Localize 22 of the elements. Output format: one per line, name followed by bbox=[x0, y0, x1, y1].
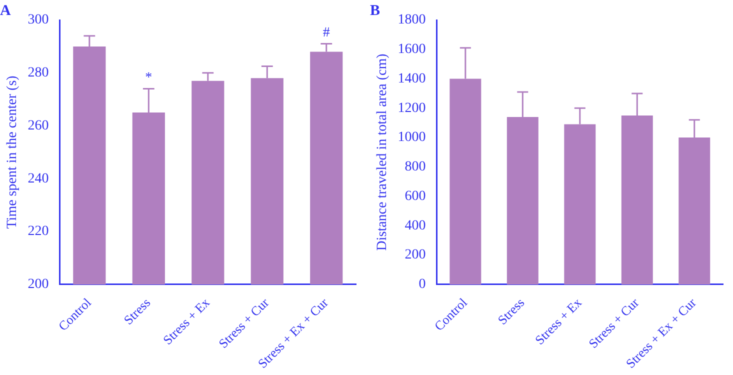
chart-title: B bbox=[370, 2, 380, 19]
y-axis-title: Distance traveled in total area (cm) bbox=[375, 53, 390, 251]
y-axis-title: Time spent in the center (s) bbox=[5, 75, 20, 229]
y-tick-label: 220 bbox=[28, 224, 49, 240]
y-tick-label: 1200 bbox=[398, 100, 426, 116]
annotation: # bbox=[322, 25, 330, 40]
annotation: * bbox=[145, 70, 152, 86]
y-tick-label: 0 bbox=[418, 277, 426, 292]
y-tick-label: 240 bbox=[28, 171, 49, 186]
y-tick-label: 1400 bbox=[398, 71, 426, 86]
y-tick-label: 1800 bbox=[398, 12, 426, 28]
y-tick-label: 260 bbox=[28, 118, 49, 134]
chart-title: A bbox=[0, 2, 11, 19]
y-tick-label: 280 bbox=[28, 66, 49, 81]
y-tick-label: 800 bbox=[404, 160, 426, 175]
y-tick-label: 300 bbox=[28, 12, 49, 28]
y-tick-label: 600 bbox=[404, 188, 426, 204]
y-tick-label: 1600 bbox=[398, 42, 426, 58]
y-tick-label: 200 bbox=[404, 248, 426, 263]
y-tick-label: 1000 bbox=[398, 130, 426, 146]
y-tick-label: 200 bbox=[28, 277, 49, 292]
y-tick-label: 400 bbox=[404, 218, 426, 234]
